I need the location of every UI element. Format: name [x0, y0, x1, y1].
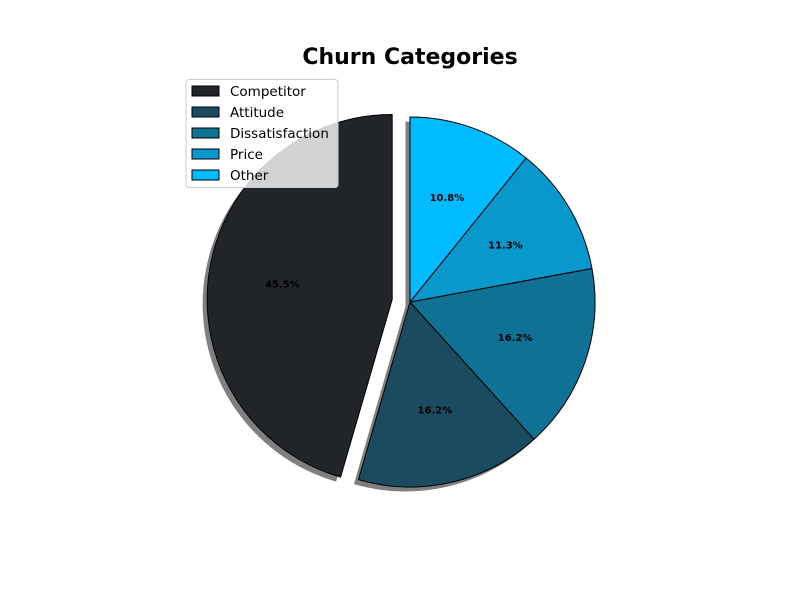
- legend-swatch-other: [191, 169, 220, 181]
- pie-slice-attitude: [357, 301, 535, 488]
- legend-label-attitude: Attitude: [230, 105, 284, 121]
- legend-label-dissatisfaction: Dissatisfaction: [230, 126, 329, 142]
- pie-labels: 45.5% 16.2% 16.2% 11.3% 10.8%: [265, 193, 533, 417]
- slice-label-price: 11.3%: [488, 241, 523, 252]
- slice-label-competitor: 45.5%: [265, 279, 300, 290]
- legend-label-competitor: Competitor: [230, 84, 306, 100]
- pie-slice-dissatisfaction: [409, 267, 596, 440]
- chart-title: Churn Categories: [302, 45, 517, 70]
- slice-label-other: 10.8%: [430, 193, 465, 204]
- legend-swatch-dissatisfaction: [191, 127, 220, 139]
- slice-label-attitude: 16.2%: [418, 406, 453, 417]
- legend-swatch-attitude: [191, 106, 220, 118]
- legend-swatch-price: [191, 148, 220, 160]
- pie-slices: [206, 113, 596, 488]
- legend-label-other: Other: [230, 168, 269, 184]
- pie-slice-other: [409, 116, 527, 303]
- legend-swatch-competitor: [191, 85, 220, 97]
- legend-label-price: Price: [230, 147, 263, 163]
- pie-slice-price: [409, 157, 593, 303]
- legend-frame: [185, 79, 339, 188]
- legend: Competitor Attitude Dissatisfaction Price Ot…: [185, 79, 339, 188]
- slice-label-dissatisfaction: 16.2%: [498, 333, 533, 344]
